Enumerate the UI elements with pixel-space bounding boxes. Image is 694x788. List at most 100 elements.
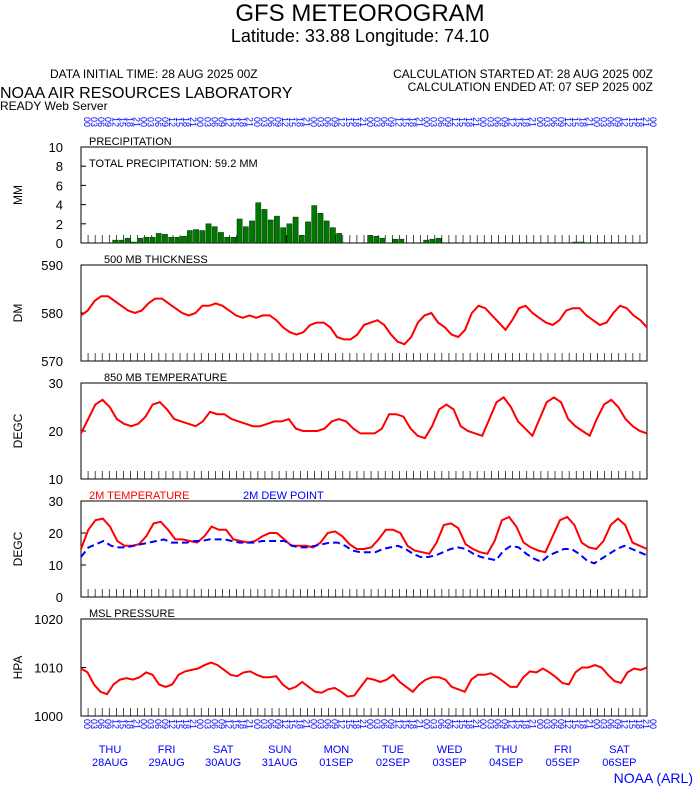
day-date-label: 31AUG bbox=[262, 757, 298, 769]
y-tick-label: 2 bbox=[56, 217, 63, 232]
series-line bbox=[80, 295, 648, 346]
top-hour-label: 18 bbox=[521, 117, 531, 127]
y-tick-label: 6 bbox=[56, 178, 63, 193]
bottom-hour-label: 03 bbox=[485, 719, 495, 729]
calc-started: CALCULATION STARTED AT: 28 AUG 2025 00Z bbox=[393, 67, 653, 81]
top-hour-label: 03 bbox=[89, 117, 99, 127]
top-hour-label: 18 bbox=[294, 117, 304, 127]
day-date-label: 28AUG bbox=[92, 757, 128, 769]
top-hour-label: 06 bbox=[606, 117, 616, 127]
bottom-hour-label: 03 bbox=[259, 719, 269, 729]
series-line bbox=[80, 515, 648, 555]
bottom-hour-label: 00 bbox=[648, 719, 658, 729]
precip-bar bbox=[286, 223, 293, 244]
precip-bar bbox=[261, 209, 268, 244]
temp-dew-legend: 2M TEMPERATURE 2M DEW POINT bbox=[89, 490, 324, 502]
day-of-week-label: FRI bbox=[554, 744, 572, 756]
top-hour-label: 00 bbox=[365, 117, 375, 127]
bottom-hour-label: 06 bbox=[379, 719, 389, 729]
top-hour-label: 09 bbox=[160, 117, 170, 127]
bottom-hour-label: 15 bbox=[400, 719, 410, 729]
precip-bar bbox=[131, 241, 137, 244]
top-hour-label: 21 bbox=[415, 117, 425, 127]
day-date-label: 29AUG bbox=[149, 757, 185, 769]
bottom-hour-label: 18 bbox=[464, 719, 474, 729]
y-tick-label: 30 bbox=[49, 494, 63, 509]
top-hour-label: 09 bbox=[499, 117, 509, 127]
top-hour-label: 03 bbox=[202, 117, 212, 127]
bottom-hour-label: 12 bbox=[110, 719, 120, 729]
day-date-label: 04SEP bbox=[489, 757, 523, 769]
y-tick-label: 580 bbox=[41, 306, 63, 321]
top-hour-label: 03 bbox=[372, 117, 382, 127]
top-hour-label: 21 bbox=[301, 117, 311, 127]
precip-bar bbox=[249, 220, 255, 244]
bottom-hour-label: 06 bbox=[436, 719, 446, 729]
bottom-hour-label: 12 bbox=[507, 719, 517, 729]
top-hour-label: 12 bbox=[280, 117, 290, 127]
top-hour-label: 06 bbox=[492, 117, 502, 127]
bottom-hour-label: 06 bbox=[96, 719, 106, 729]
top-hour-label: 18 bbox=[351, 117, 361, 127]
top-hour-label: 06 bbox=[549, 117, 559, 127]
top-hour-label: 06 bbox=[379, 117, 389, 127]
y-tick-label: 20 bbox=[49, 424, 63, 439]
total-precip-annotation: TOTAL PRECIPITATION: 59.2 MM bbox=[89, 158, 258, 170]
bottom-hour-label: 00 bbox=[478, 719, 488, 729]
chart-subtitle: Latitude: 33.88 Longitude: 74.10 bbox=[231, 26, 489, 46]
top-hour-label: 12 bbox=[110, 117, 120, 127]
bottom-hour-label: 18 bbox=[634, 719, 644, 729]
precip-bar bbox=[242, 226, 249, 244]
bottom-hour-label: 15 bbox=[231, 719, 241, 729]
bottom-hour-label: 18 bbox=[181, 719, 191, 729]
top-hour-label: 03 bbox=[542, 117, 552, 127]
panel-frame bbox=[80, 264, 648, 362]
precip-bar bbox=[118, 239, 125, 244]
y-tick-label: 0 bbox=[56, 590, 63, 605]
bottom-hour-label: 03 bbox=[542, 719, 552, 729]
noaa-credit: NOAA (ARL) bbox=[614, 770, 693, 786]
bottom-hour-label: 12 bbox=[337, 719, 347, 729]
bottom-hour-label: 03 bbox=[89, 719, 99, 729]
bottom-hour-label: 21 bbox=[132, 719, 142, 729]
top-hour-label: 12 bbox=[450, 117, 460, 127]
panel-2: 10 20 30 DEGC 850 MB TEMPERATURE bbox=[11, 372, 648, 487]
bottom-time-axis: 0003060912151821000306091215182100030609… bbox=[82, 719, 658, 769]
panel-4: 1000 1010 1020 HPA MSL PRESSURE bbox=[11, 608, 648, 724]
top-hour-label: 15 bbox=[627, 117, 637, 127]
bottom-hour-label: 15 bbox=[514, 719, 524, 729]
bottom-hour-label: 15 bbox=[344, 719, 354, 729]
bottom-hour-label: 09 bbox=[613, 719, 623, 729]
bottom-hour-label: 00 bbox=[252, 719, 262, 729]
y-axis-label: MM bbox=[11, 185, 25, 205]
legend-2m-temperature: 2M TEMPERATURE bbox=[89, 490, 189, 502]
bottom-hour-label: 03 bbox=[598, 719, 608, 729]
precip-bar bbox=[292, 216, 299, 244]
panel-title: 850 MB TEMPERATURE bbox=[104, 372, 227, 384]
top-hour-label: 12 bbox=[507, 117, 517, 127]
day-of-week-label: TUE bbox=[382, 744, 404, 756]
top-hour-label: 18 bbox=[181, 117, 191, 127]
y-axis-label: DEGC bbox=[11, 531, 25, 566]
bottom-hour-label: 00 bbox=[422, 719, 432, 729]
bottom-hour-label: 03 bbox=[429, 719, 439, 729]
top-hour-label: 00 bbox=[648, 117, 658, 127]
bottom-hour-label: 15 bbox=[287, 719, 297, 729]
bottom-hour-label: 03 bbox=[372, 719, 382, 729]
precip-bar bbox=[423, 239, 430, 244]
top-hour-label: 12 bbox=[337, 117, 347, 127]
top-hour-label: 21 bbox=[188, 117, 198, 127]
calc-ended: CALCULATION ENDED AT: 07 SEP 2025 00Z bbox=[408, 80, 653, 94]
top-hour-label: 12 bbox=[224, 117, 234, 127]
precip-bar bbox=[379, 237, 386, 244]
top-hour-label: 06 bbox=[323, 117, 333, 127]
top-hour-label: 00 bbox=[139, 117, 149, 127]
precip-bar bbox=[311, 205, 318, 244]
bottom-hour-label: 15 bbox=[457, 719, 467, 729]
precip-bar bbox=[572, 241, 579, 244]
precip-bar bbox=[330, 227, 336, 244]
top-hour-label: 18 bbox=[407, 117, 417, 127]
bottom-hour-label: 09 bbox=[443, 719, 453, 729]
precip-bar bbox=[205, 223, 212, 244]
legend-2m-dew-point: 2M DEW POINT bbox=[243, 490, 324, 502]
